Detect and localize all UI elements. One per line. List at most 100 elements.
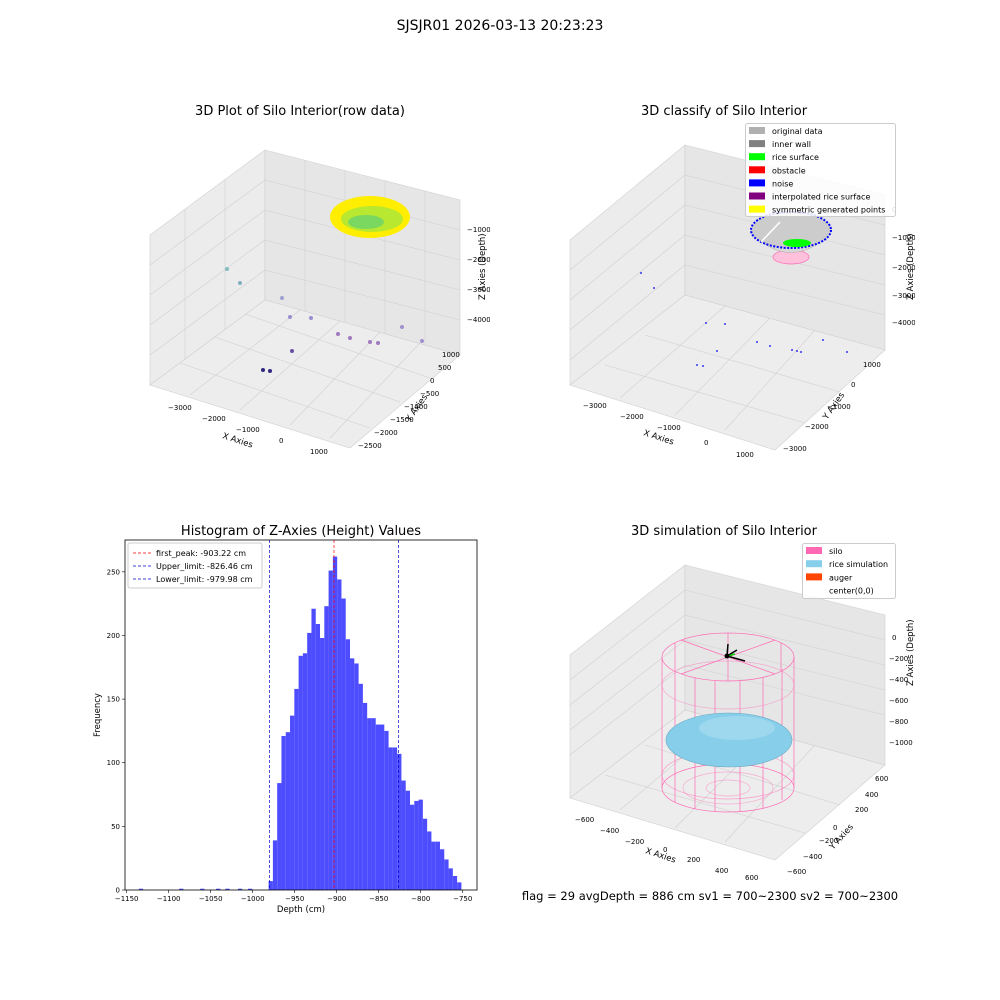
histogram-title: Histogram of Z-Axies (Height) Values	[180, 524, 422, 539]
legend-swatch	[749, 127, 765, 134]
svg-text:−1000: −1000	[404, 403, 428, 411]
panel2-title: 3D classify of Silo Interior	[640, 104, 808, 119]
legend-entry: interpolated rice surface	[772, 193, 870, 202]
histogram-bar	[345, 639, 351, 890]
legend-entry: first_peak: -903.22 cm	[156, 549, 246, 558]
x-tick-label: −1150	[115, 895, 139, 903]
histogram-legend: first_peak: -903.22 cm Upper_limit: -826.…	[127, 542, 263, 589]
histogram-bar	[401, 780, 406, 890]
x-tick-label: −950	[285, 895, 304, 903]
legend-swatch	[806, 573, 822, 581]
histogram-bar	[179, 888, 184, 890]
noise-points	[640, 272, 848, 367]
legend-swatch	[749, 205, 765, 213]
svg-text:−1000: −1000	[889, 739, 913, 747]
histogram-bar	[371, 718, 376, 890]
histogram-bars	[138, 556, 462, 890]
svg-text:−400: −400	[889, 676, 908, 684]
y-tick-label: 200	[107, 632, 120, 640]
svg-text:0: 0	[833, 824, 837, 832]
svg-text:−400: −400	[600, 827, 619, 835]
histogram-bar	[328, 570, 333, 890]
panel1-xlabel: X Axies	[221, 431, 254, 450]
svg-text:−3000: −3000	[583, 402, 607, 410]
x-tick-label: −1050	[199, 895, 223, 903]
svg-text:−1500: −1500	[390, 416, 414, 424]
svg-text:0: 0	[851, 381, 855, 389]
svg-text:200: 200	[687, 856, 700, 864]
svg-text:0: 0	[892, 634, 896, 642]
svg-text:0: 0	[430, 377, 434, 385]
histogram-bar	[422, 818, 428, 890]
svg-text:−4000: −4000	[892, 319, 915, 327]
svg-text:0: 0	[704, 439, 708, 447]
histogram-bar	[358, 683, 363, 890]
histogram-bar	[237, 888, 243, 890]
panel4-legend: silo rice simulation auger center(0,0)	[802, 543, 896, 599]
svg-text:−2000: −2000	[467, 256, 490, 264]
legend-entry: Upper_limit: -826.46 cm	[156, 562, 253, 571]
histogram-bar	[138, 888, 144, 890]
y-tick-label: 50	[111, 823, 120, 831]
histogram-bar	[332, 556, 338, 890]
legend-swatch	[749, 153, 765, 161]
histogram-bar	[405, 790, 411, 890]
histogram-bar	[350, 658, 355, 890]
status-footer: flag = 29 avgDepth = 886 cm sv1 = 700~23…	[521, 889, 899, 903]
legend-entry: noise	[772, 179, 793, 188]
legend-entry: symmetric generated points	[772, 206, 885, 215]
histogram-bar	[315, 624, 321, 890]
histogram-bar	[320, 638, 325, 890]
svg-text:−3000: −3000	[892, 292, 915, 300]
histogram-bar	[285, 732, 291, 890]
svg-text:−200: −200	[625, 838, 644, 846]
x-tick-label: −750	[453, 895, 472, 903]
histogram-bar	[354, 663, 359, 890]
x-tick-label: −1000	[241, 895, 265, 903]
svg-text:1000: 1000	[442, 351, 460, 359]
histogram-bar	[444, 859, 449, 890]
svg-text:1000: 1000	[310, 448, 328, 456]
svg-text:−800: −800	[889, 718, 908, 726]
svg-text:−2500: −2500	[358, 442, 382, 450]
histogram-bar	[337, 579, 342, 890]
histogram-bar	[200, 888, 205, 890]
legend-entry: obstacle	[772, 166, 806, 175]
x-tick-label: −800	[411, 895, 430, 903]
histogram-bar	[414, 800, 419, 890]
svg-text:−1000: −1000	[892, 234, 915, 242]
histogram-frame	[124, 539, 478, 891]
legend-entry: rice simulation	[829, 560, 888, 569]
svg-text:−200: −200	[819, 837, 838, 845]
histogram-bar	[225, 888, 230, 890]
histogram-bar	[298, 655, 303, 890]
histogram-bar	[392, 747, 398, 890]
histogram-bar	[388, 747, 393, 890]
legend-entry: inner wall	[772, 140, 811, 149]
histogram-bar	[367, 718, 372, 890]
svg-text:0: 0	[279, 437, 283, 445]
svg-text:200: 200	[855, 806, 868, 814]
histogram-ylabel: Frequency	[93, 693, 103, 737]
histogram-bar	[277, 783, 282, 890]
legend-entry: silo	[829, 547, 843, 556]
y-tick-label: 100	[107, 759, 120, 767]
histogram-bar	[216, 888, 221, 890]
legend-swatch	[749, 192, 765, 200]
histogram-bar	[427, 831, 432, 890]
histogram-bar	[435, 841, 440, 890]
x-tick-label: −900	[327, 895, 346, 903]
svg-text:−3000: −3000	[467, 286, 490, 294]
histogram-bar	[375, 724, 381, 890]
legend-entry: rice surface	[772, 153, 819, 162]
panel1-title: 3D Plot of Silo Interior(row data)	[195, 104, 405, 119]
panel4-title: 3D simulation of Silo Interior	[631, 524, 817, 539]
svg-text:−1000: −1000	[236, 426, 260, 434]
svg-text:1000: 1000	[863, 361, 881, 369]
histogram-chart: −1150 −1100 −1050 −1000 −950 −900 −850 −800 −750…	[93, 539, 478, 915]
histogram-bar	[380, 724, 385, 890]
histogram-bar	[410, 804, 415, 890]
histogram-bar	[439, 849, 445, 890]
histogram-bar	[294, 688, 299, 890]
svg-text:1000: 1000	[736, 451, 754, 459]
